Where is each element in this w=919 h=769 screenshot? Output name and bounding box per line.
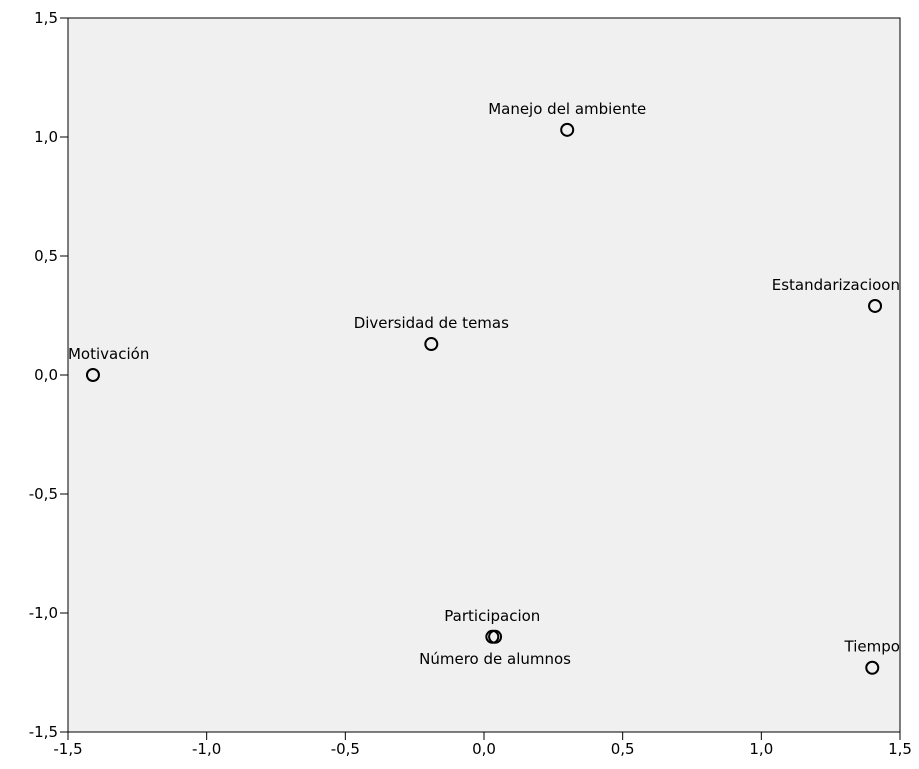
data-point-label: Número de alumnos	[419, 650, 571, 668]
data-points: Manejo del ambiente Estandarizacioon Diver…	[68, 100, 900, 675]
x-tick-label: 1,5	[888, 740, 912, 758]
y-tick-label: -1,5	[29, 723, 58, 741]
y-tick-label: 1,0	[34, 128, 58, 146]
y-tick-label: -1,0	[29, 604, 58, 622]
data-point	[868, 298, 883, 313]
data-point	[85, 368, 100, 382]
data-point	[424, 337, 439, 352]
data-point	[488, 629, 503, 644]
x-tick-label: 0,0	[472, 740, 496, 758]
data-point-label: Tiempo	[844, 638, 900, 656]
data-point	[560, 122, 575, 137]
data-point-label: Diversidad de temas	[354, 314, 509, 332]
x-tick-label: 1,0	[749, 740, 773, 758]
data-point-label: Motivación	[68, 345, 149, 363]
y-tick-label: 0,0	[34, 366, 58, 384]
x-tick-label: -0,5	[331, 740, 360, 758]
plot-area	[67, 17, 901, 733]
y-tick-label: -0,5	[29, 485, 58, 503]
y-tick-label: 1,5	[34, 9, 58, 27]
y-tick-label: 0,5	[34, 247, 58, 265]
axis-ticks: 1,5 1,0 0,5 0,0 -0,5 -1,0 -1,5-1,5 -1,0 -0,5 0,0 0…	[29, 9, 912, 758]
x-tick-label: -1,5	[53, 740, 82, 758]
x-tick-label: 0,5	[611, 740, 635, 758]
x-tick-label: -1,0	[192, 740, 221, 758]
data-point-label: Estandarizacioon	[772, 276, 900, 294]
data-point-label: Participacion	[444, 607, 540, 625]
data-point	[865, 660, 880, 675]
data-point-label: Manejo del ambiente	[488, 100, 646, 118]
